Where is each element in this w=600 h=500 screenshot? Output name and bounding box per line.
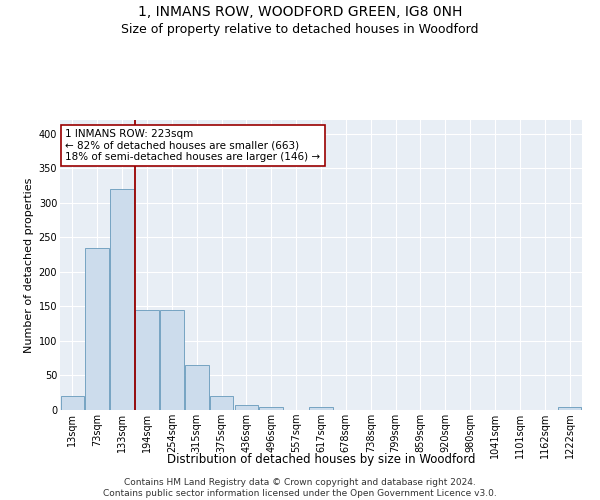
Bar <box>259 406 283 410</box>
Bar <box>110 189 134 410</box>
Bar <box>85 248 109 410</box>
Text: Size of property relative to detached houses in Woodford: Size of property relative to detached ho… <box>121 22 479 36</box>
Text: Contains HM Land Registry data © Crown copyright and database right 2024.
Contai: Contains HM Land Registry data © Crown c… <box>103 478 497 498</box>
Bar <box>185 365 209 410</box>
Bar <box>61 396 84 410</box>
Bar <box>210 396 233 410</box>
Y-axis label: Number of detached properties: Number of detached properties <box>25 178 34 352</box>
Bar <box>160 310 184 410</box>
Text: 1, INMANS ROW, WOODFORD GREEN, IG8 0NH: 1, INMANS ROW, WOODFORD GREEN, IG8 0NH <box>138 5 462 19</box>
Text: Distribution of detached houses by size in Woodford: Distribution of detached houses by size … <box>167 452 475 466</box>
Bar <box>135 310 159 410</box>
Bar <box>235 405 258 410</box>
Text: 1 INMANS ROW: 223sqm
← 82% of detached houses are smaller (663)
18% of semi-deta: 1 INMANS ROW: 223sqm ← 82% of detached h… <box>65 128 320 162</box>
Bar <box>309 406 333 410</box>
Bar <box>558 407 581 410</box>
